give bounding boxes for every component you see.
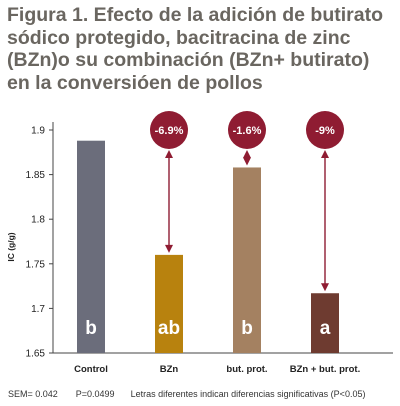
change-badge-label: -9% — [315, 125, 335, 137]
change-badge-label: -1.6% — [233, 125, 262, 137]
bar — [155, 254, 183, 353]
y-axis-label: IC (g/g) — [6, 232, 16, 261]
y-tick-label: 1.85 — [26, 170, 46, 181]
x-tick-label: BZn — [160, 364, 179, 375]
bars — [77, 140, 339, 353]
significance-letter: b — [241, 318, 253, 339]
change-badges: -6.9% -1.6% -9% — [150, 111, 344, 149]
change-arrows — [165, 150, 329, 292]
arrow-head-down — [243, 157, 251, 166]
arrow-head-up — [321, 150, 329, 158]
y-tick-label: 1.8 — [31, 215, 45, 226]
arrow-head-up — [243, 150, 251, 158]
change-badge — [228, 111, 266, 149]
footnote-sem: SEM= 0.042 — [8, 389, 58, 399]
y-tick-label: 1.9 — [31, 126, 45, 137]
change-badge — [306, 111, 344, 149]
y-ticks: 1.65 1.7 1.75 1.8 1.85 1.9 — [26, 126, 53, 360]
y-tick-label: 1.75 — [26, 259, 46, 270]
bar — [311, 293, 339, 353]
y-tick-label: 1.65 — [26, 349, 46, 360]
change-badge-label: -6.9% — [155, 125, 184, 137]
arrow-head-up — [165, 150, 173, 158]
footnote-note: Letras diferentes indican diferencias si… — [130, 389, 366, 399]
change-badge — [150, 111, 188, 149]
x-tick-label: BZn + but. prot. — [290, 364, 360, 375]
significance-letter: a — [320, 318, 331, 339]
chart-title: Figura 1. Efecto de la adición de butira… — [7, 4, 383, 94]
significance-letters: b ab b a — [85, 318, 331, 339]
footnote: SEM= 0.042 P=0.0499 Letras diferentes indi… — [8, 389, 400, 399]
arrow-head-down — [165, 244, 173, 253]
significance-letter: ab — [158, 318, 180, 339]
footnote-p-value: P=0.0499 — [75, 389, 115, 399]
x-tick-label: Control — [74, 364, 108, 375]
bar — [77, 140, 105, 353]
arrow-head-down — [321, 283, 329, 292]
significance-letter: b — [85, 318, 97, 339]
bar — [233, 167, 261, 353]
x-tick-label: but. prot. — [226, 364, 267, 375]
x-tick-labels: Control BZn but. prot. BZn + but. prot. — [74, 364, 360, 375]
y-tick-label: 1.7 — [31, 304, 45, 315]
